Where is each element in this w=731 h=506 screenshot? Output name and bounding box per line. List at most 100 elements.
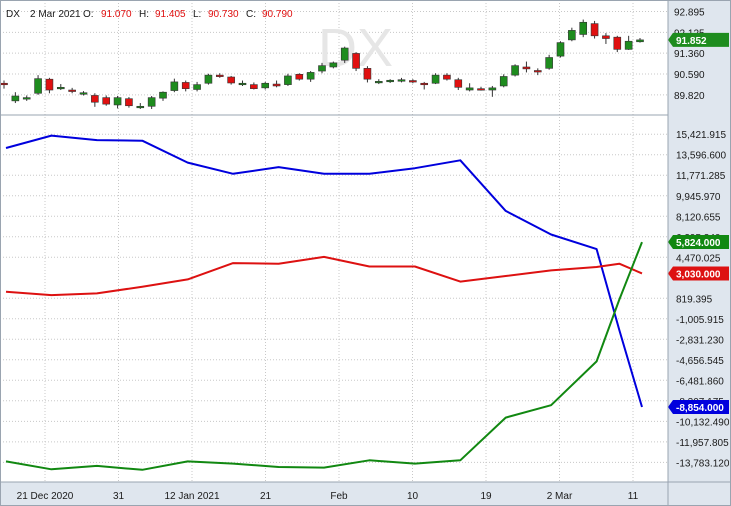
candle [193, 81, 201, 92]
candle-body [420, 82, 429, 86]
series-line-blue [5, 134, 643, 408]
candle-body [284, 75, 292, 85]
candle-body [0, 82, 8, 86]
candle [624, 35, 633, 50]
candle-body [624, 40, 633, 50]
last-value-tags: 91.852 5,824.000 3,030.000 -8,854.000 [668, 32, 729, 414]
line-series-group [5, 134, 643, 471]
candle [340, 46, 349, 63]
candlestick-series [0, 19, 644, 109]
candle [602, 33, 610, 44]
candle [215, 73, 224, 78]
candle [568, 27, 576, 42]
candle-body [45, 78, 54, 91]
candle [522, 61, 531, 73]
candle [261, 81, 270, 90]
candle [431, 73, 440, 85]
candle-body [545, 57, 553, 69]
candle [397, 77, 406, 83]
chart-grid [0, 0, 668, 482]
time-tick-label: Feb [330, 491, 348, 502]
candle [556, 41, 565, 58]
candle-body [556, 42, 565, 57]
value-tick-label: 11,771.285 [676, 171, 726, 182]
candle-body [68, 89, 76, 92]
candle [454, 77, 463, 91]
candle-body [511, 65, 519, 76]
candle-body [56, 87, 65, 90]
candle-body [488, 87, 497, 91]
candle [45, 77, 54, 94]
series-last-tag-green-text: 5,824.000 [676, 238, 721, 249]
candle-body [477, 88, 485, 91]
header-date: 2 Mar 2021 [30, 9, 81, 20]
candle [579, 19, 588, 38]
value-tick-label: -4,656.545 [676, 356, 724, 367]
candle [329, 61, 338, 69]
candle-body [522, 66, 531, 70]
candle [306, 71, 315, 82]
candle [295, 73, 304, 81]
candle-body [636, 39, 644, 43]
value-tick-label: -10,132.490 [676, 417, 730, 428]
value-tick-label: 9,945.970 [676, 192, 721, 203]
candle [68, 87, 76, 94]
candle-body [443, 74, 451, 80]
header-high-value: 91.405 [155, 9, 186, 20]
candle-body [181, 82, 190, 89]
candle-body [533, 70, 542, 73]
header-low-label: L: [193, 9, 201, 20]
price-tick-label: 92.895 [674, 8, 705, 19]
candle [477, 86, 485, 91]
value-tick-label: 4,470.025 [676, 253, 721, 264]
value-tick-label: -2,831.230 [676, 335, 724, 346]
candle-body [79, 92, 88, 95]
candle-body [136, 105, 145, 109]
price-tick-label: 89.820 [674, 91, 705, 102]
candle [11, 92, 20, 104]
candle [374, 79, 383, 85]
candle-body [238, 82, 247, 86]
price-axis-background [668, 0, 731, 506]
candle [136, 103, 145, 109]
candle-body [125, 98, 133, 107]
value-tick-label: -6,481.860 [676, 376, 724, 387]
value-tick-label: 13,596.600 [676, 151, 726, 162]
candle-body [159, 91, 167, 99]
candle-body [352, 53, 360, 69]
candle [181, 80, 190, 92]
candle [613, 35, 622, 53]
watermark: DX [318, 18, 393, 78]
candle [420, 81, 429, 90]
series-last-tag-red-shape [668, 266, 729, 281]
candle-body [318, 65, 326, 72]
candle [204, 73, 213, 85]
candle [272, 80, 281, 88]
value-tick-label: -1,005.915 [676, 315, 724, 326]
time-tick-label: 10 [407, 491, 419, 502]
candle [386, 79, 394, 83]
candle-body [568, 30, 576, 41]
candle-body [579, 21, 588, 35]
series-last-tag-blue: -8,854.000 [668, 399, 729, 414]
time-tick-label: 21 [260, 491, 272, 502]
candle [102, 95, 111, 106]
candle [125, 97, 133, 108]
candle-body [386, 79, 394, 83]
time-axis-background [0, 482, 731, 506]
series-line-green [5, 241, 643, 471]
price-last-tag: 91.852 [668, 32, 729, 47]
series-last-tag-red-text: 3,030.000 [676, 269, 721, 280]
candle [352, 52, 360, 72]
series-last-tag-green: 5,824.000 [668, 235, 729, 250]
time-tick-label: 31 [113, 491, 125, 502]
candle-body [590, 23, 599, 37]
candle [91, 93, 99, 107]
candle-body [147, 97, 156, 107]
candle [443, 73, 451, 81]
candle-body [499, 76, 508, 87]
series-last-tag-blue-shape [668, 399, 729, 414]
value-tick-label: -11,957.805 [676, 438, 729, 449]
candle-body [613, 36, 622, 50]
